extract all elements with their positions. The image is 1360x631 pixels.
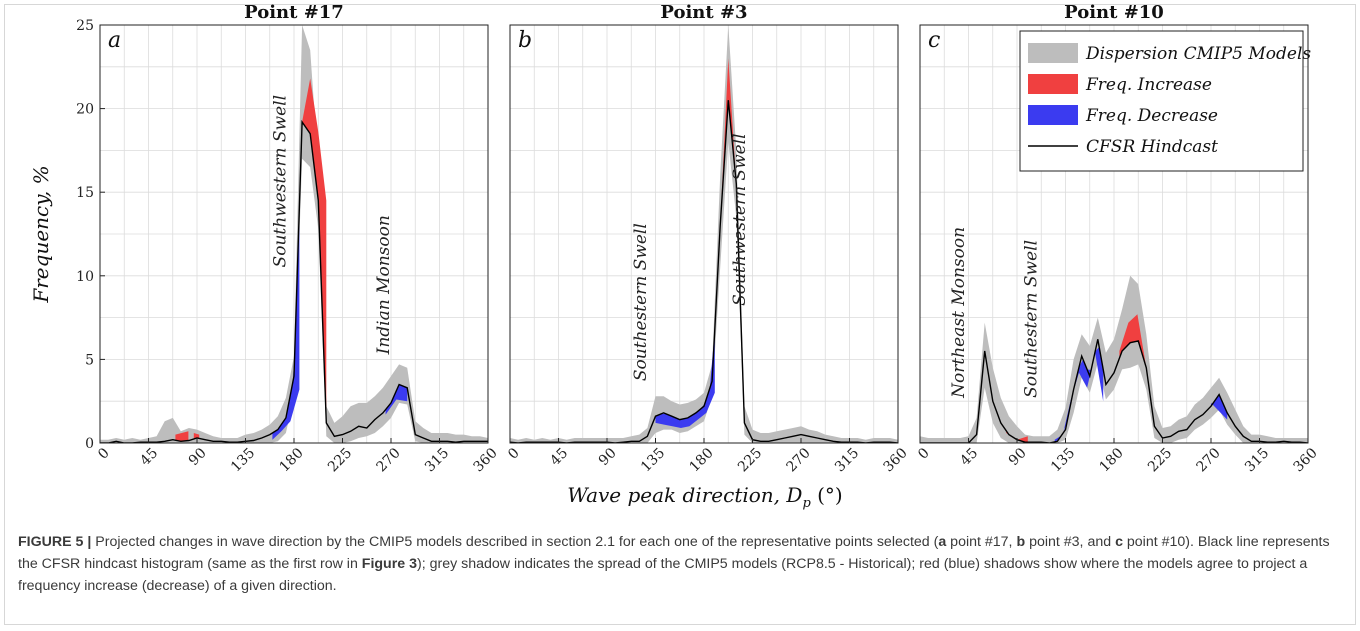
y-axis-label: Frequency, % (29, 165, 53, 303)
freq-increase-area (175, 431, 189, 442)
legend-item-label: CFSR Hindcast (1086, 137, 1218, 157)
freq-decrease-area (385, 384, 408, 415)
grid (100, 25, 488, 443)
caption-ref-b: b (1016, 534, 1026, 550)
x-tick-label: 0 (915, 445, 933, 463)
x-tick-label: 45 (137, 445, 161, 469)
cfsr-hindcast-line (510, 100, 898, 443)
panel-label: b (518, 28, 532, 53)
caption-text-5: ); grey shadow indicates the spread of t… (18, 556, 1308, 594)
legend-swatch (1028, 74, 1078, 94)
freq-increase-area (1006, 430, 1028, 443)
x-tick-label: 360 (471, 445, 501, 475)
x-tick-label: 135 (1048, 445, 1078, 475)
panel-label: c (928, 28, 940, 53)
y-tick-label: 20 (76, 102, 94, 118)
legend-item-label: Dispersion CMIP5 Models (1085, 44, 1311, 64)
dispersion-band (920, 275, 1308, 443)
x-tick-label: 0 (505, 445, 523, 463)
x-axis-label: Wave peak direction, Dp (°) (567, 483, 842, 511)
legend-swatch (1028, 43, 1078, 63)
caption-figure-link[interactable]: Figure 3 (361, 556, 417, 572)
x-tick-label: 180 (1097, 445, 1127, 475)
panel-a: 0 45 90 135 180 225 270 315 360 0 5 10 15 20 25 Point #… (76, 2, 501, 475)
annotation-label: Southwestern Swell (730, 133, 750, 305)
freq-decrease-area (1054, 346, 1104, 442)
x-tick-label: 315 (1242, 445, 1272, 475)
y-tick-label: 5 (85, 352, 94, 368)
annotation-label: Northeast Monsoon (949, 227, 969, 399)
x-tick-label: 45 (547, 445, 571, 469)
x-tick-label: 180 (687, 445, 717, 475)
x-tick-label: 45 (957, 445, 981, 469)
freq-decrease-area (655, 329, 715, 428)
freq-increase-area (302, 78, 327, 423)
x-tick-label: 0 (95, 445, 113, 463)
y-tick-label: 10 (76, 269, 94, 285)
x-tick-label: 360 (1291, 445, 1321, 475)
y-tick-label: 25 (76, 18, 94, 34)
x-axis-label-sub: p (802, 496, 811, 511)
x-tick-label: 270 (784, 445, 814, 475)
x-tick-label: 90 (1006, 445, 1030, 469)
figure-caption: FIGURE 5 | Projected changes in wave dir… (18, 531, 1343, 597)
x-tick-label: 135 (228, 445, 258, 475)
x-axis-label-unit: (°) (811, 483, 843, 507)
x-tick-label: 270 (1194, 445, 1224, 475)
cfsr-hindcast-line (920, 339, 1308, 443)
x-tick-label: 135 (638, 445, 668, 475)
x-tick-label: 225 (1145, 445, 1175, 475)
panel-title: Point #17 (244, 2, 344, 23)
legend-item-label: Freq. Increase (1085, 75, 1212, 95)
annotation-label: Southestern Swell (631, 223, 651, 381)
panel-title: Point #10 (1064, 2, 1164, 23)
panel-title: Point #3 (660, 2, 747, 23)
freq-increase-area (720, 58, 737, 226)
x-tick-label: 360 (881, 445, 911, 475)
figure-frame (4, 4, 1356, 625)
caption-label: FIGURE 5 | (18, 534, 92, 550)
x-tick-label: 225 (735, 445, 765, 475)
legend: Dispersion CMIP5 Models Freq. Increase Fre… (1019, 30, 1311, 172)
x-tick-label: 270 (374, 445, 404, 475)
caption-text-4: point #10). Black line represents the CF… (18, 534, 1330, 572)
panel-b: 0 45 90 135 180 225 270 315 360 Point #3 b (505, 2, 911, 475)
caption-ref-c: c (1115, 534, 1123, 550)
caption-text-1: Projected changes in wave direction by t… (91, 534, 939, 550)
x-tick-label: 90 (186, 445, 210, 469)
x-axis-label-text: Wave peak direction, D (567, 483, 802, 507)
x-tick-label: 180 (277, 445, 307, 475)
y-tick-label: 15 (76, 185, 94, 201)
caption-text-3: point #3, and (1025, 534, 1116, 550)
y-tick-label: 0 (85, 436, 94, 452)
caption-ref-a: a (938, 534, 947, 550)
caption-text-2: point #17, (946, 534, 1017, 550)
annotation-label: Southestern Swell (1021, 240, 1041, 398)
x-tick-label: 90 (596, 445, 620, 469)
annotation-label: Southwestern Swell (270, 95, 290, 267)
legend-item-label: Freq. Decrease (1085, 106, 1218, 126)
x-tick-label: 225 (325, 445, 355, 475)
cfsr-hindcast-line (100, 119, 488, 443)
legend-swatch (1028, 105, 1078, 125)
x-tick-label: 315 (832, 445, 862, 475)
annotation-label: Indian Monsoon (374, 215, 394, 355)
x-tick-label: 315 (422, 445, 452, 475)
panel-label: a (108, 28, 121, 53)
freq-increase-area (1119, 314, 1147, 368)
